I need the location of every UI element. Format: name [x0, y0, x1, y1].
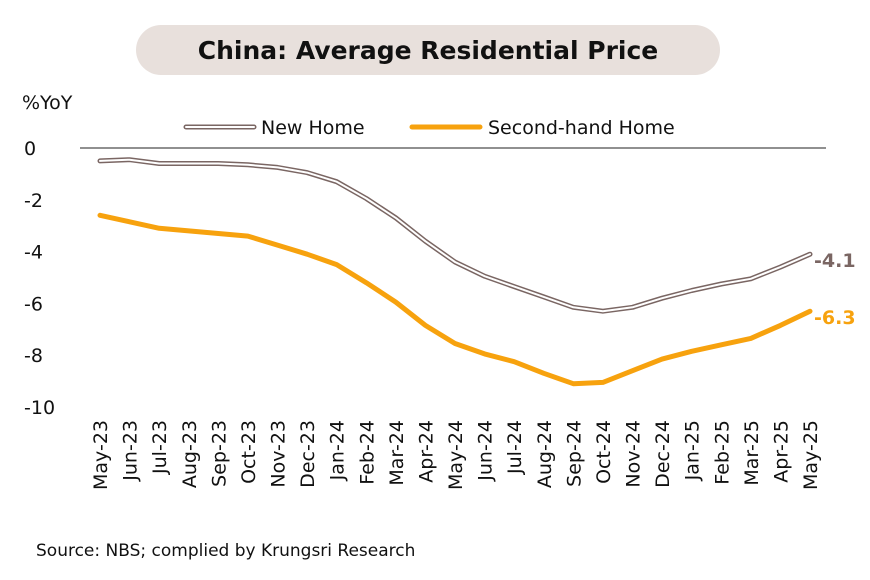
- y-tick-label: -8: [24, 345, 43, 367]
- y-tick-label: -4: [24, 242, 43, 264]
- x-tick-label: May-24: [445, 420, 467, 490]
- x-tick-label: Jun-23: [120, 420, 142, 482]
- x-tick-label: Sep-24: [563, 420, 585, 487]
- x-tick-label: Apr-24: [415, 420, 437, 483]
- end-labels: -4.1 -6.3: [814, 250, 856, 329]
- x-tick-label: Jun-24: [475, 420, 497, 482]
- series-line-second-hand-home: [97, 212, 813, 387]
- x-axis-ticks: May-23 Jun-23 Jul-23 Aug-23 Sep-23 Oct-23 Nov-…: [90, 420, 822, 490]
- source-note: Source: NBS; complied by Krungsri Resear…: [36, 541, 416, 561]
- x-tick-label: Jul-23: [149, 420, 171, 475]
- y-axis-unit-label: %YoY: [22, 92, 73, 114]
- x-tick-label: Feb-24: [356, 420, 378, 485]
- x-tick-label: Mar-25: [741, 420, 763, 486]
- x-tick-label: Oct-23: [238, 420, 260, 484]
- x-tick-label: Dec-24: [652, 420, 674, 488]
- chart-title-banner: China: Average Residential Price: [136, 25, 720, 75]
- x-tick-label: Mar-24: [386, 420, 408, 486]
- x-tick-label: Jul-24: [504, 420, 526, 475]
- x-tick-label: Aug-23: [179, 420, 201, 488]
- x-tick-label: Nov-24: [623, 420, 645, 488]
- series-end-label: -4.1: [814, 250, 856, 272]
- y-tick-label: -6: [24, 293, 43, 315]
- x-tick-label: Apr-25: [770, 420, 792, 483]
- x-tick-label: Nov-23: [268, 420, 290, 488]
- legend-label: Second-hand Home: [488, 117, 675, 139]
- x-tick-label: Jan-24: [327, 420, 349, 481]
- x-tick-label: Dec-23: [297, 420, 319, 488]
- x-tick-label: Jan-25: [682, 420, 704, 481]
- series-layer: [97, 157, 813, 387]
- x-tick-label: May-23: [90, 420, 112, 490]
- x-tick-label: Feb-25: [711, 420, 733, 485]
- x-tick-label: May-25: [800, 420, 822, 490]
- y-tick-label: -2: [24, 190, 43, 212]
- chart-title: China: Average Residential Price: [197, 35, 659, 65]
- y-tick-label: -10: [24, 397, 55, 419]
- x-tick-label: Aug-24: [534, 420, 556, 488]
- legend: New Home Second-hand Home: [183, 117, 675, 139]
- series-end-label: -6.3: [814, 307, 856, 329]
- legend-label: New Home: [261, 117, 365, 139]
- y-axis-ticks: 0 -2 -4 -6 -8 -10: [24, 138, 55, 419]
- y-tick-label: 0: [24, 138, 36, 160]
- series-line-new-home: [99, 158, 811, 313]
- x-tick-label: Sep-23: [208, 420, 230, 487]
- x-tick-label: Oct-24: [593, 420, 615, 484]
